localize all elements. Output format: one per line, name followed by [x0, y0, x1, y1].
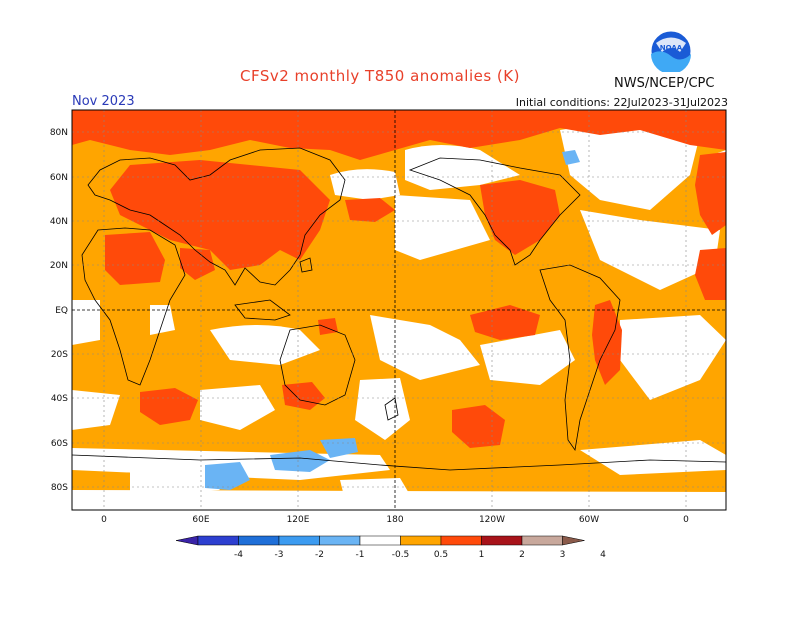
colorbar-swatch [521, 535, 563, 546]
colorbar-label: -0.5 [392, 550, 410, 560]
colorbar-swatch [359, 535, 401, 546]
colorbar-label: 2 [519, 550, 525, 560]
equator-dateline [72, 110, 726, 510]
lat-label: 40N [50, 217, 68, 227]
colorbar-arrow-left [175, 535, 199, 546]
anomaly-field [72, 110, 726, 510]
forecast-month: Nov 2023 [72, 94, 135, 109]
colorbar-swatch [319, 535, 361, 546]
lat-label: 60N [50, 173, 68, 183]
colorbar-swatch [440, 535, 482, 546]
colorbar-swatch [197, 535, 239, 546]
lat-label: 40S [51, 394, 68, 404]
colorbar-label: 0.5 [434, 550, 448, 560]
colorbar-swatch [481, 535, 523, 546]
lon-label: 60E [192, 515, 209, 525]
warm-anomaly-areas [72, 110, 726, 448]
lat-label: 20N [50, 261, 68, 271]
lon-label: 0 [683, 515, 689, 525]
initial-conditions: Initial conditions: 22Jul2023-31Jul2023 [515, 96, 728, 109]
colorbar-swatch [400, 535, 442, 546]
colorbar-label: 4 [600, 550, 606, 560]
lon-label: 180 [386, 515, 403, 525]
lat-label: 80S [51, 483, 68, 493]
colorbar-label: -3 [275, 550, 284, 560]
map-title: CFSv2 monthly T850 anomalies (K) [240, 67, 520, 85]
latitude-labels: 80N 60N 40N 20N EQ 20S 40S 60S 80S [50, 128, 68, 493]
colorbar-label: 3 [560, 550, 566, 560]
colorbar-swatch [278, 535, 320, 546]
colorbar-label: 1 [479, 550, 485, 560]
lon-label: 120E [287, 515, 310, 525]
colorbar-label: -1 [356, 550, 365, 560]
lon-label: 120W [479, 515, 505, 525]
colorbar-swatch [238, 535, 280, 546]
noaa-logo-icon: NOAA [650, 30, 692, 72]
colorbar-arrow-right [562, 535, 585, 546]
lat-label: 20S [51, 350, 68, 360]
colorbar-label: -2 [315, 550, 324, 560]
lat-label: 80N [50, 128, 68, 138]
longitude-labels: 0 60E 120E 180 120W 60W 0 [101, 515, 689, 525]
neutral-areas [72, 126, 726, 510]
map-frame [71, 109, 727, 511]
lon-label: 60W [579, 515, 599, 525]
lon-label: 0 [101, 515, 107, 525]
lat-label: 60S [51, 439, 68, 449]
logo-text: NOAA [660, 44, 683, 52]
lat-label: EQ [55, 306, 68, 316]
coastlines [72, 147, 726, 471]
colorbar: -4 -3 -2 -1 -0.5 0.5 1 2 3 4 [175, 535, 606, 560]
agency-label: NWS/NCEP/CPC [614, 76, 715, 91]
colorbar-label: -4 [234, 550, 243, 560]
